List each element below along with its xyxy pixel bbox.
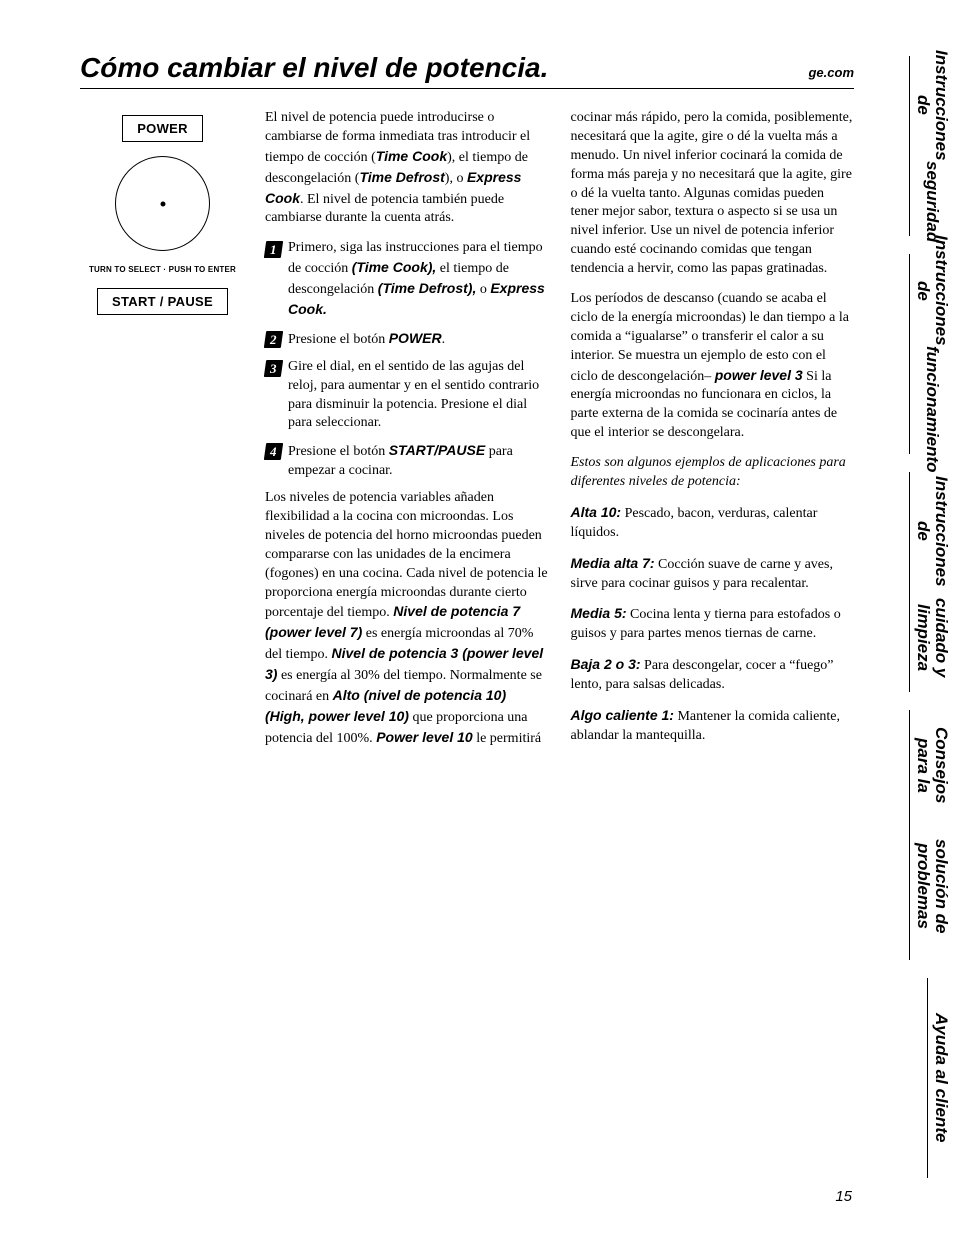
page-number: 15	[835, 1188, 852, 1205]
dial-graphic	[115, 156, 210, 251]
tab-funcionamiento: Instrucciones de funcionamiento	[909, 254, 954, 454]
tab-cuidado: Instrucciones de cuidado y limpieza	[909, 472, 954, 692]
examples-intro: Estos son algunos ejemplos de aplicacion…	[571, 454, 855, 492]
body-text: El nivel de potencia puede introducirse …	[265, 109, 854, 753]
step-4: 4 Presione el botón START/PAUSE para emp…	[265, 441, 549, 481]
tab-seguridad: Instrucciones de seguridad	[909, 56, 954, 236]
step-number-icon: 1	[264, 241, 283, 258]
intro-paragraph: El nivel de potencia puede introducirse …	[265, 109, 549, 228]
tab-ayuda: Ayuda al cliente	[927, 978, 954, 1178]
step-1: 1 Primero, siga las instrucciones para e…	[265, 239, 549, 321]
step-2: 2 Presione el botón POWER.	[265, 329, 549, 350]
page-title: Cómo cambiar el nivel de potencia.	[80, 52, 548, 84]
brand-url: ge.com	[808, 65, 854, 80]
power-button-graphic: POWER	[122, 115, 203, 142]
content-area: Cómo cambiar el nivel de potencia. ge.co…	[0, 0, 874, 1235]
example-warm-1: Algo caliente 1: Mantener la comida cali…	[571, 706, 855, 746]
example-med-high-7: Media alta 7: Cocción suave de carne y a…	[571, 554, 855, 594]
control-panel-illustration: POWER TURN TO SELECT · PUSH TO ENTER STA…	[80, 109, 245, 753]
side-tabs: Instrucciones de seguridad Instrucciones…	[874, 0, 954, 1235]
dial-label: TURN TO SELECT · PUSH TO ENTER	[89, 265, 236, 274]
step-number-icon: 3	[264, 360, 283, 377]
title-row: Cómo cambiar el nivel de potencia. ge.co…	[80, 52, 854, 89]
start-pause-button-graphic: START / PAUSE	[97, 288, 228, 315]
tab-consejos: Consejos para la solución de problemas	[909, 710, 954, 960]
example-low-2-3: Baja 2 o 3: Para descongelar, cocer a “f…	[571, 655, 855, 695]
step-number-icon: 4	[264, 443, 283, 460]
example-med-5: Media 5: Cocina lenta y tierna para esto…	[571, 604, 855, 644]
rest-periods-paragraph: Los períodos de descanso (cuando se acab…	[571, 290, 855, 443]
example-high-10: Alta 10: Pescado, bacon, verduras, calen…	[571, 503, 855, 543]
step-number-icon: 2	[264, 331, 283, 348]
step-3: 3 Gire el dial, en el sentido de las agu…	[265, 358, 549, 434]
